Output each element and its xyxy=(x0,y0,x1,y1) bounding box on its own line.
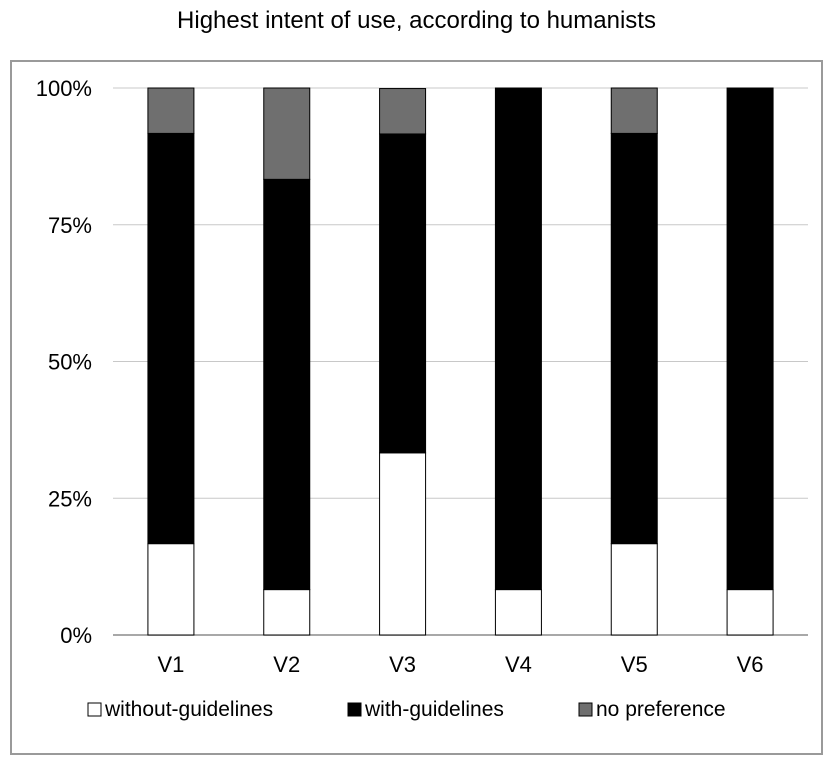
x-tick-label: V1 xyxy=(157,652,184,677)
y-tick-label: 25% xyxy=(48,486,92,511)
legend-label: without-guidelines xyxy=(104,698,273,721)
y-tick-label: 100% xyxy=(36,76,92,101)
x-tick-label: V5 xyxy=(621,652,648,677)
bars xyxy=(147,87,774,636)
legend: without-guidelines with-guidelines no pref… xyxy=(87,698,726,721)
legend-swatch xyxy=(347,702,362,717)
bar-segment-no-preference xyxy=(263,87,311,180)
bar-segment-with-guidelines xyxy=(379,133,427,454)
bar-segment-with-guidelines xyxy=(147,132,195,545)
x-tick-label: V4 xyxy=(505,652,532,677)
bar-segment-with-guidelines xyxy=(263,178,311,591)
x-tick-label: V6 xyxy=(737,652,764,677)
chart-frame xyxy=(10,60,823,755)
legend-label: with-guidelines xyxy=(364,698,504,721)
bar-segment-without-guidelines xyxy=(379,452,427,636)
bar-segment-no-preference xyxy=(610,87,658,134)
x-axis-ticks: V1 V2 V3 V4 V5 V6 xyxy=(157,652,763,677)
x-tick-label: V3 xyxy=(389,652,416,677)
legend-swatch xyxy=(578,702,593,717)
bar-segment-with-guidelines xyxy=(494,87,542,591)
chart-title: Highest intent of use, according to huma… xyxy=(177,7,656,34)
legend-swatch xyxy=(87,702,102,717)
gridlines xyxy=(113,87,808,636)
bar-segment-no-preference xyxy=(147,87,195,134)
y-axis-ticks: 0% 25% 50% 75% 100% xyxy=(36,76,92,648)
bar-segment-without-guidelines xyxy=(263,589,311,636)
x-tick-label: V2 xyxy=(273,652,300,677)
bar-segment-with-guidelines xyxy=(610,132,658,545)
bar-segment-without-guidelines xyxy=(494,589,542,636)
bar-segment-without-guidelines xyxy=(726,589,774,636)
y-tick-label: 50% xyxy=(48,350,92,375)
y-tick-label: 75% xyxy=(48,213,92,238)
legend-label: no preference xyxy=(596,698,726,721)
bar-segment-with-guidelines xyxy=(726,87,774,591)
y-tick-label: 0% xyxy=(60,623,92,648)
bar-segment-no-preference xyxy=(379,88,427,135)
bar-segment-without-guidelines xyxy=(147,543,195,636)
bar-segment-without-guidelines xyxy=(610,543,658,636)
